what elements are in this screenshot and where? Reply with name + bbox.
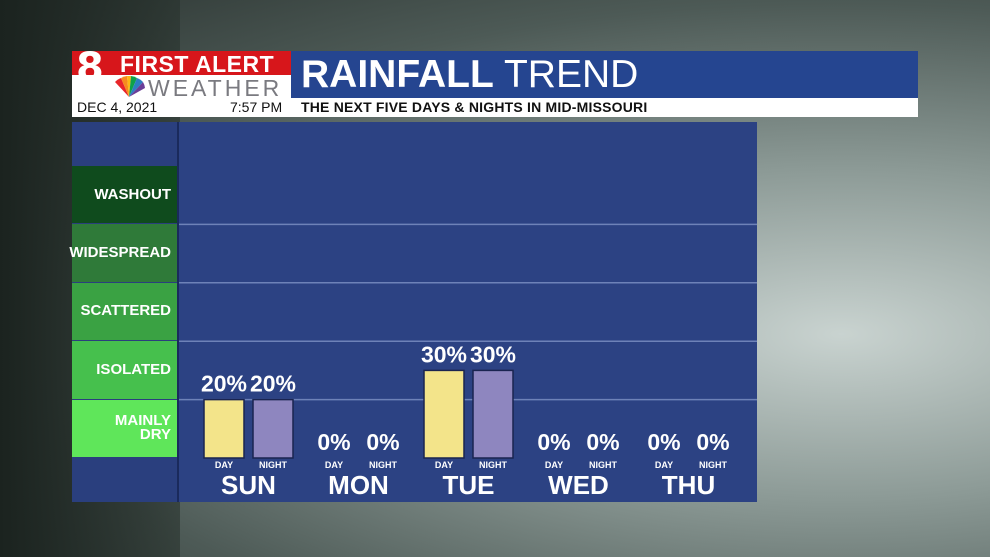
title-bar: RAINFALL TREND [291,51,918,98]
value-label: 0% [586,429,619,455]
category-widespread: WIDESPREAD [69,224,177,282]
value-label: 0% [317,429,350,455]
sub-label-day: DAY [545,460,563,470]
value-label: 30% [470,341,516,367]
logo-first-alert: FIRST ALERT [120,51,275,77]
value-label: 30% [421,341,467,367]
subtitle: THE NEXT FIVE DAYS & NIGHTS IN MID-MISSO… [301,99,648,115]
sub-label-day: DAY [215,460,233,470]
page-title: RAINFALL TREND [301,53,638,97]
header: 8 FIRST ALERT WEATHER RAINFALL TREND DEC… [72,51,918,117]
value-label: 20% [250,371,296,397]
sub-label-night: NIGHT [369,460,398,470]
time-label: 7:57 PM [230,99,283,115]
peacock-icon [115,76,145,97]
category-legend: WASHOUT WIDESPREAD SCATTERED ISOLATED MAINLY… [69,122,177,502]
logo-number: 8 [76,51,104,91]
category-isolated: ISOLATED [72,341,177,399]
bar-day-sun [203,398,245,459]
chart-panel: WASHOUT WIDESPREAD SCATTERED ISOLATED MAINLY… [69,122,757,502]
sub-label-day: DAY [655,460,673,470]
day-label-sun: SUN [221,470,276,500]
sub-label-day: DAY [325,460,343,470]
chart-plot: 20%DAY20%NIGHTSUN0%DAY0%NIGHTMON30%DAY30… [179,122,757,502]
info-bar: DEC 4, 2021 7:57 PM THE NEXT FIVE DAYS &… [72,98,918,117]
category-washout: WASHOUT [72,166,177,224]
legend-divider [177,122,179,502]
category-scattered: SCATTERED [72,282,177,341]
sub-label-night: NIGHT [259,460,288,470]
category-mainly-dry: MAINLY DRY [72,399,177,457]
value-label: 20% [201,371,247,397]
station-logo: 8 FIRST ALERT WEATHER [72,51,291,98]
sub-label-night: NIGHT [479,460,508,470]
value-label: 0% [366,429,399,455]
day-label-thu: THU [662,470,715,500]
day-label-wed: WED [548,470,609,500]
date-label: DEC 4, 2021 [77,99,158,115]
value-label: 0% [696,429,729,455]
title-bold: RAINFALL [301,53,494,96]
logo-weather: WEATHER [148,75,283,98]
value-label: 0% [537,429,570,455]
bar-night-sun [252,398,294,459]
sub-label-day: DAY [435,460,453,470]
value-label: 0% [647,429,680,455]
day-label-tue: TUE [443,470,495,500]
sub-label-night: NIGHT [699,460,728,470]
title-light: TREND [503,53,639,96]
bar-day-tue [423,369,465,459]
logo-red-band [72,51,291,75]
bar-night-tue [472,369,514,459]
sub-label-night: NIGHT [589,460,618,470]
day-label-mon: MON [328,470,389,500]
